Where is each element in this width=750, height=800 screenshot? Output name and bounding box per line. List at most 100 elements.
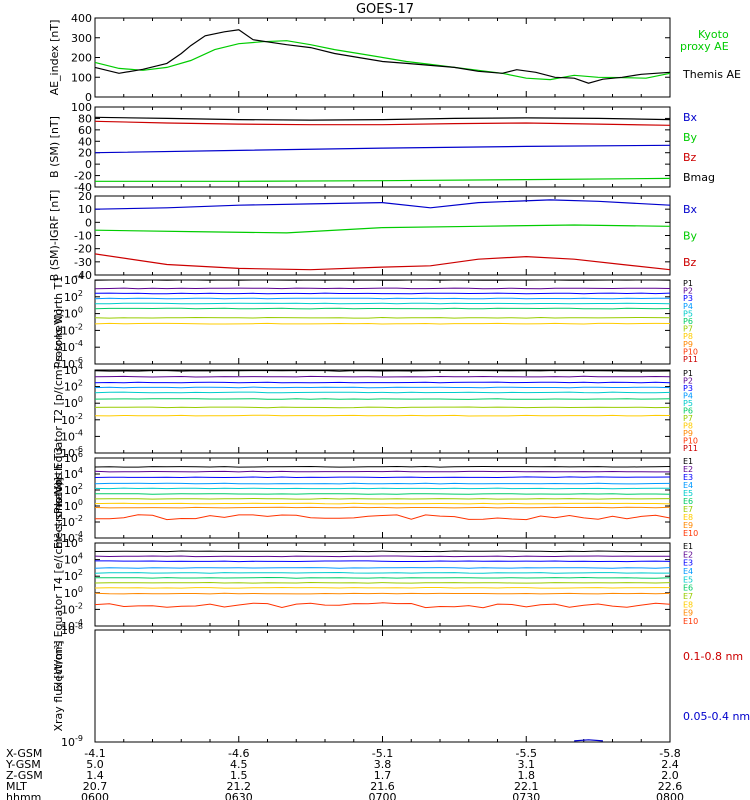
series-line-e5	[94, 571, 670, 574]
legend-entry: E8	[683, 513, 693, 522]
y-axis-label: Xray flux [W/m²]	[52, 640, 65, 731]
panel-7: Electrons Equator T4 [e/(cm²-s-sr-keV)]1…	[52, 477, 698, 692]
series-line-e8	[94, 502, 671, 505]
x-axis-value: 3.8	[374, 758, 392, 771]
legend-entry: P3	[683, 384, 693, 393]
legend-entry: Themis AE	[682, 68, 741, 81]
series-line-p8	[94, 322, 671, 325]
series-line-e8	[94, 586, 670, 589]
legend-entry: E2	[683, 550, 693, 559]
series-line-e4	[94, 482, 671, 485]
series-line-bz	[94, 120, 671, 126]
x-axis-row-label: Y-GSM	[5, 758, 41, 771]
y-tick-label: 10-2	[61, 601, 83, 616]
panel-frame	[94, 629, 671, 743]
legend-entry: P5	[683, 309, 693, 318]
legend-entry: P1	[683, 279, 693, 288]
panel-frame	[94, 279, 671, 365]
series-line-p2	[94, 375, 671, 378]
x-axis-value: 20.7	[83, 780, 108, 793]
legend-entry: E2	[683, 465, 693, 474]
y-tick-label: 300	[71, 32, 92, 45]
y-axis-label: Electrons Equator T4 [e/(cm²-s-sr-keV)]	[52, 477, 65, 692]
x-axis-value: 22.1	[514, 780, 539, 793]
y-tick-label: 100	[64, 585, 83, 600]
legend-entry: E3	[683, 473, 693, 482]
legend-entry: Bmag	[683, 171, 715, 184]
legend-entry: P2	[683, 377, 693, 386]
x-axis-row-label: Z-GSM	[6, 769, 43, 782]
y-tick-label: 106	[64, 535, 83, 550]
series-line-0-05-0-4-nm	[574, 739, 603, 742]
y-tick-label: 100	[64, 306, 83, 321]
series-line-p6	[94, 307, 671, 310]
legend-entry: P4	[683, 302, 693, 311]
series-line-p4	[94, 297, 671, 300]
y-tick-label: 102	[64, 568, 83, 583]
panel-1: AE_index [nT] 0 100 200 300 400 Kyoto proxy AE T…	[48, 12, 741, 104]
y-tick-label: 100	[64, 498, 83, 513]
y-tick-label: 104	[64, 466, 83, 481]
y-tick-label: 106	[64, 450, 83, 465]
y-tick-label: 10	[78, 203, 92, 216]
x-axis-value: -5.5	[516, 747, 537, 760]
legend-entry: E5	[683, 489, 693, 498]
series-line-e2	[94, 470, 670, 473]
y-tick-label: 10-8	[61, 622, 83, 637]
legend-entry: P9	[683, 429, 693, 438]
legend-entry: P9	[683, 340, 693, 349]
y-tick-label: 0	[85, 158, 92, 171]
series-line-e6	[95, 493, 671, 495]
x-axis-value: -5.1	[372, 747, 393, 760]
legend-entry: E1	[683, 542, 693, 551]
legend-entry: E3	[683, 559, 693, 568]
series-line-e9	[94, 592, 671, 595]
x-axis-row-label: MLT	[6, 780, 27, 793]
series-line-e5	[94, 487, 671, 490]
legend-entry: P10	[683, 347, 698, 356]
y-tick-label: -40	[74, 269, 92, 282]
panel-frame	[94, 542, 671, 627]
legend-entry: E4	[683, 567, 693, 576]
legend-entry: E4	[683, 481, 693, 490]
legend-entry: E9	[683, 521, 693, 530]
y-tick-label: 10-9	[61, 734, 83, 749]
series-line-p5	[95, 302, 671, 305]
series-line-e3	[95, 560, 671, 563]
series-line-themis-ae	[94, 29, 671, 84]
series-line-e7	[94, 581, 671, 584]
x-axis-row-label: hhmm	[6, 791, 41, 800]
series-line-kyoto-proxy-ae	[94, 40, 671, 81]
series-line-p5	[94, 391, 671, 394]
legend-entry: E7	[683, 592, 693, 601]
x-axis-value: 1.4	[86, 769, 104, 782]
series-line-e2	[94, 555, 671, 558]
legend-entry: P11	[683, 355, 698, 364]
series-line-bz	[94, 253, 671, 271]
x-axis-value: 22.6	[658, 780, 683, 793]
y-tick-label: 100	[64, 395, 83, 410]
legend-entry: 0.1-0.8 nm	[683, 650, 743, 663]
legend-entry: P6	[683, 317, 693, 326]
legend-entry: P6	[683, 407, 693, 416]
x-axis-value: 5.0	[86, 758, 104, 771]
y-tick-label: 20	[78, 147, 92, 160]
y-tick-label: 100	[71, 101, 92, 114]
y-tick-label: 104	[64, 362, 83, 377]
series-line-e1	[94, 465, 671, 468]
y-tick-label: 10-4	[61, 428, 83, 443]
legend-entry: E7	[683, 505, 693, 514]
x-axis-value: -5.8	[659, 747, 680, 760]
y-axis-label: B (SM)-IGRF [nT]	[48, 190, 61, 282]
y-tick-label: 100	[71, 71, 92, 84]
legend-entry: Bx	[683, 111, 698, 124]
series-line-e9	[94, 506, 671, 509]
series-line-p4	[94, 386, 671, 389]
series-line-by	[94, 224, 671, 234]
series-line-e10	[95, 514, 671, 521]
y-tick-label: 104	[64, 552, 83, 567]
series-line-by	[95, 177, 671, 182]
legend-entry: E1	[683, 457, 693, 466]
